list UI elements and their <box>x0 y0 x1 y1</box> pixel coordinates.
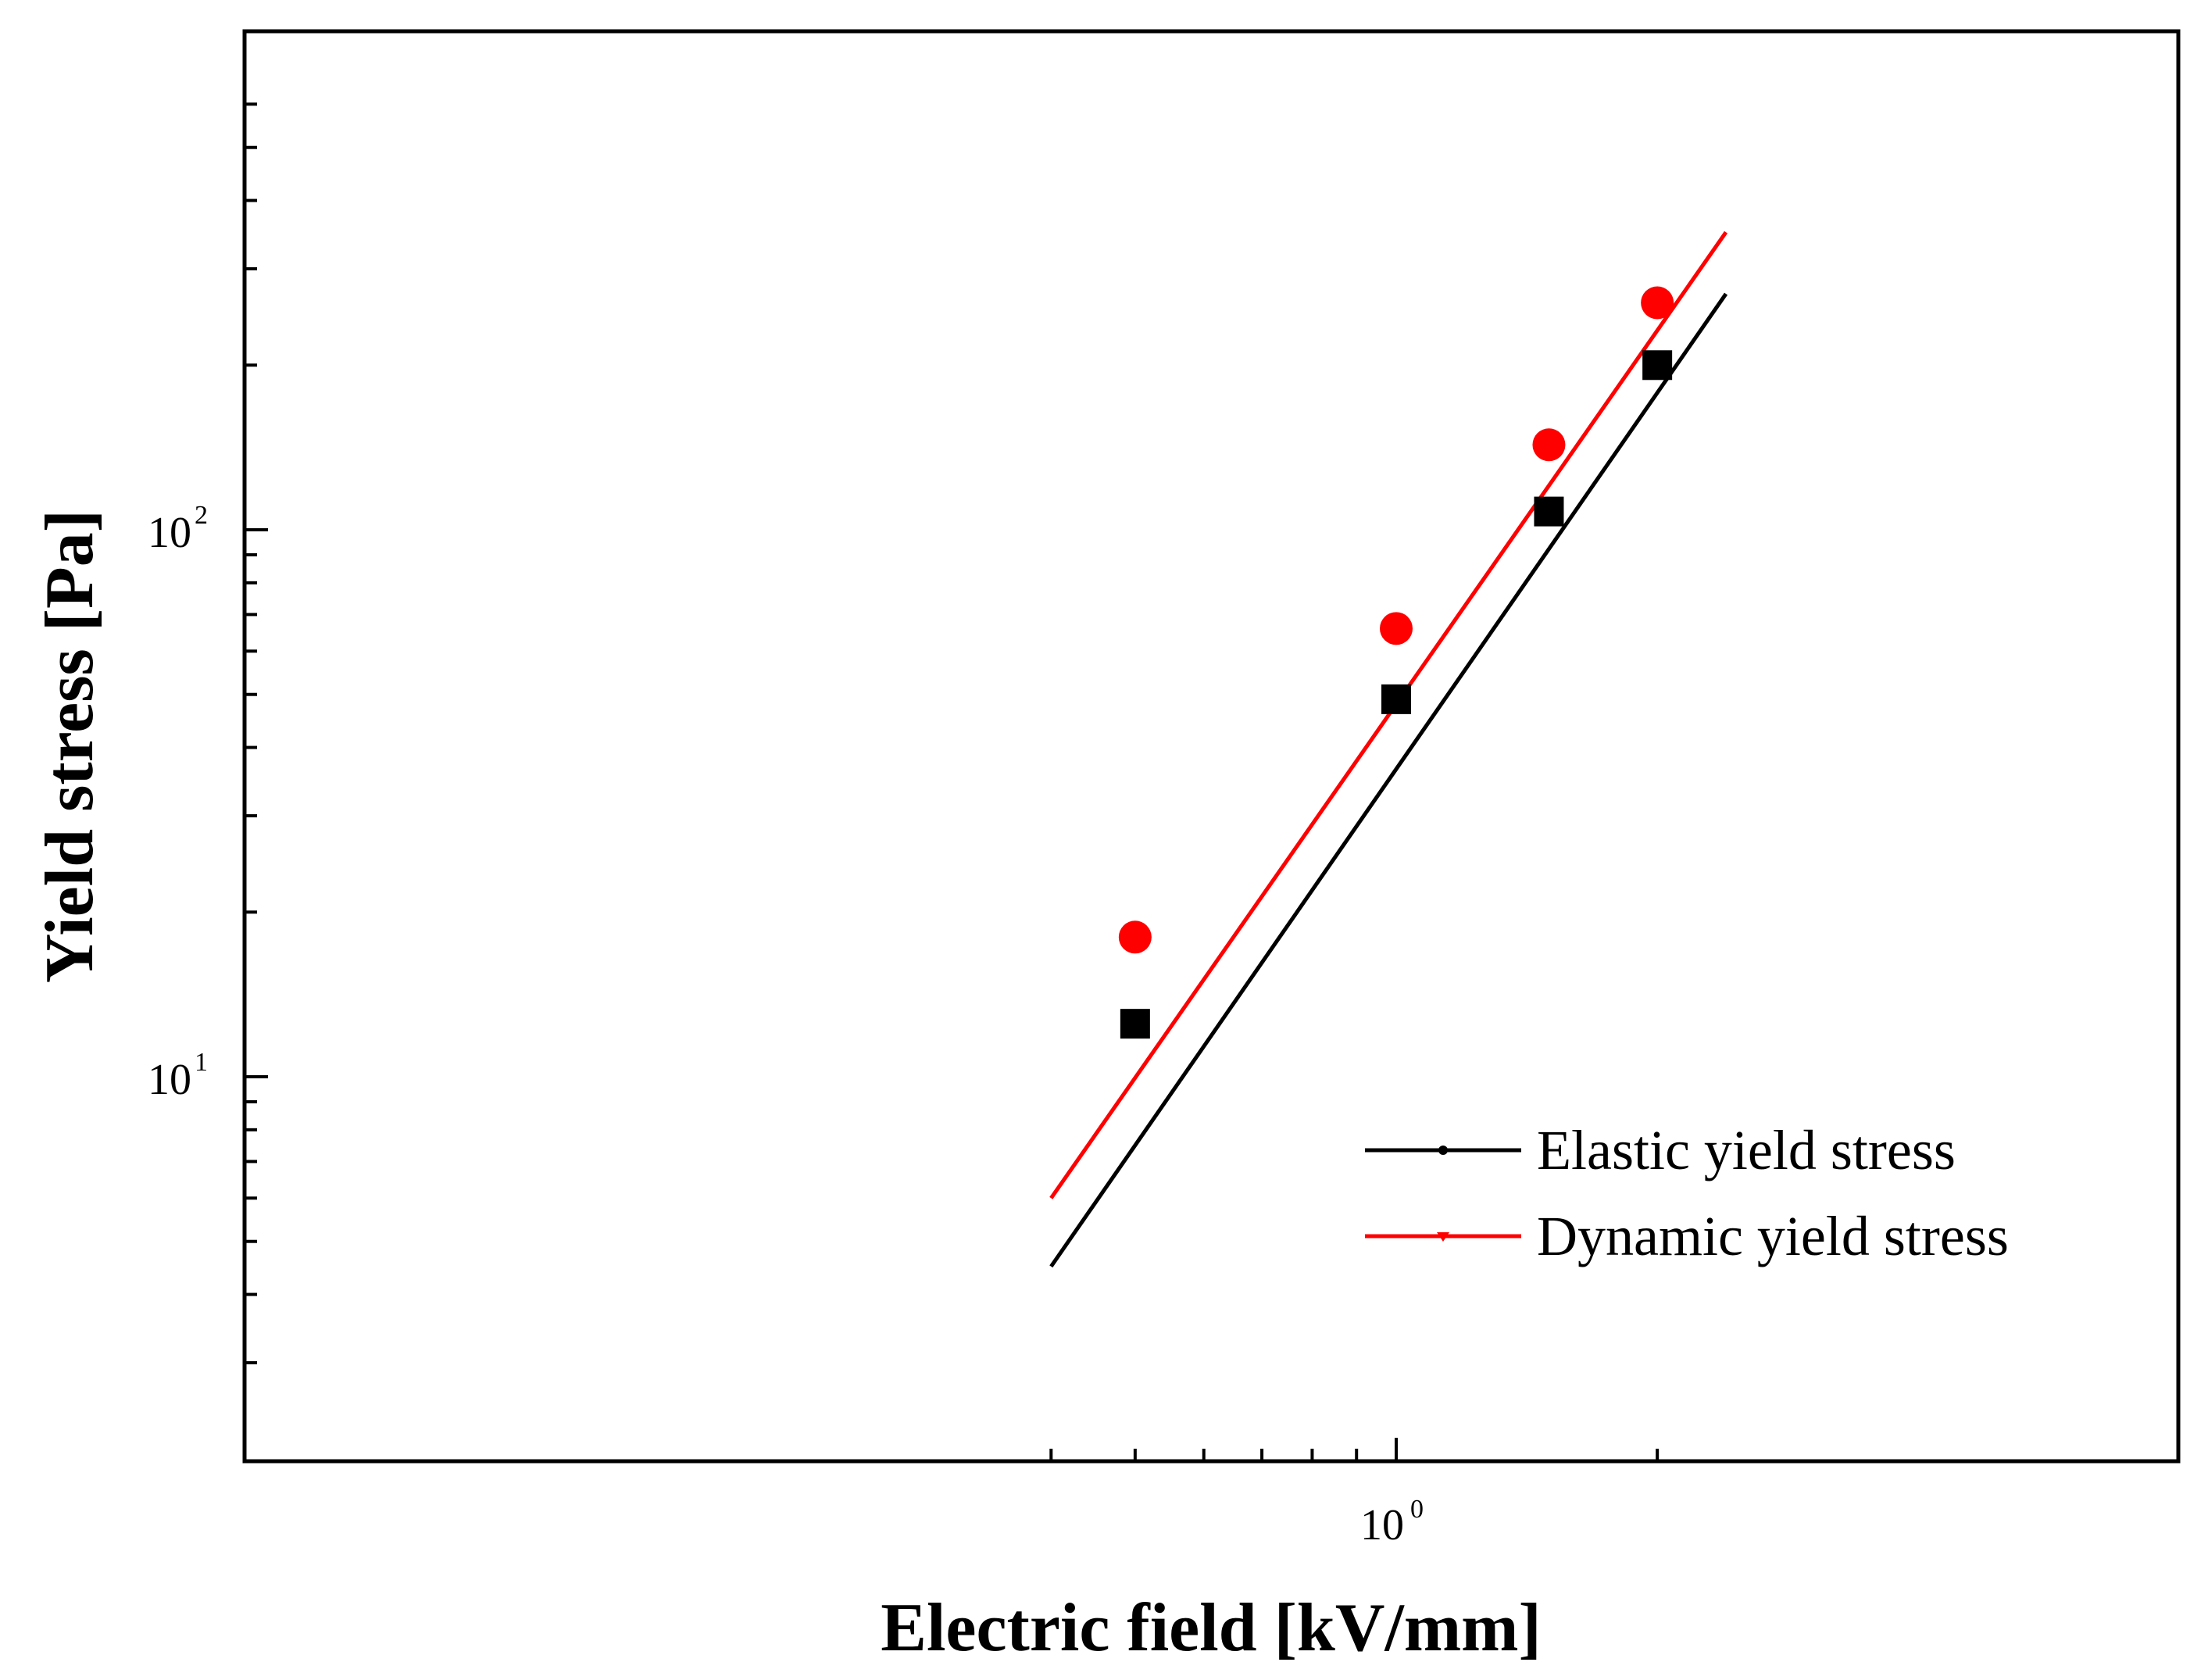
fit-line-dynamic <box>1049 231 1728 1199</box>
y-tick-exponent: 2 <box>195 501 208 530</box>
legend-marker-dynamic <box>1437 1232 1449 1242</box>
legend: Elastic yield stress Dynamic yield stres… <box>1365 1119 2009 1267</box>
data-point-elastic <box>1381 684 1411 714</box>
data-point-elastic <box>1534 496 1564 527</box>
x-tick-label: 10 <box>1360 1501 1404 1550</box>
legend-marker-elastic <box>1438 1146 1448 1155</box>
fit-line-elastic <box>1049 292 1728 1268</box>
y-axis-title: Yield stress [Pa] <box>32 509 108 983</box>
y-tick-label: 10 <box>148 1056 191 1104</box>
y-tick-exponent: 1 <box>195 1048 208 1077</box>
x-axis-ticks: 10 0 <box>1049 1438 1660 1550</box>
data-point-dynamic <box>1641 286 1674 320</box>
series-layer <box>1049 231 1728 1268</box>
data-point-elastic <box>1120 1009 1150 1039</box>
data-point-dynamic <box>1532 428 1566 462</box>
data-point-dynamic <box>1118 920 1152 954</box>
y-tick-label: 10 <box>148 509 191 557</box>
data-point-elastic <box>1642 350 1673 381</box>
x-axis-title: Electric field [kV/mm] <box>881 1590 1542 1666</box>
data-point-dynamic <box>1380 612 1413 645</box>
legend-label-dynamic: Dynamic yield stress <box>1537 1205 2009 1267</box>
legend-label-elastic: Elastic yield stress <box>1537 1119 1956 1181</box>
x-tick-exponent: 0 <box>1410 1495 1424 1524</box>
